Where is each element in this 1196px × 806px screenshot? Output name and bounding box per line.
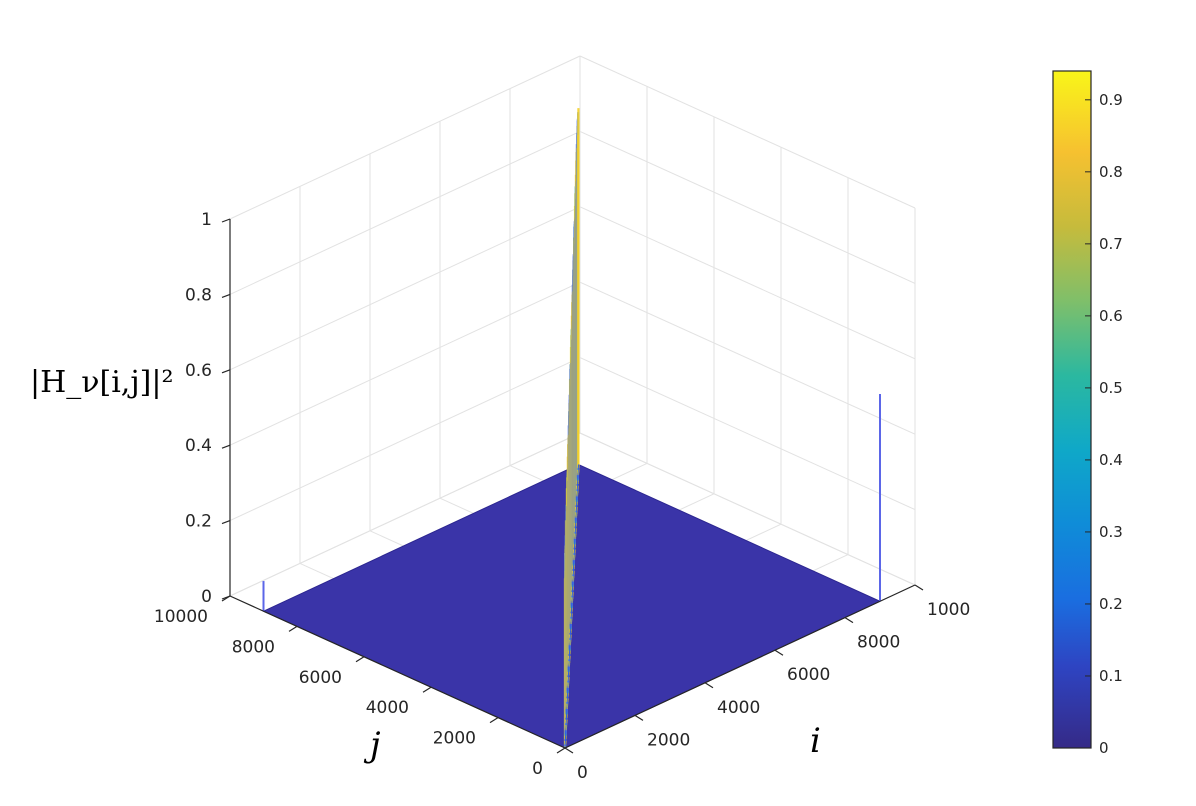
- z-tick-label: 1: [201, 210, 212, 230]
- colorbar-tick-label: 0.8: [1099, 163, 1123, 181]
- x-tick-mark: [844, 617, 854, 624]
- y-tick-label: 2000: [433, 729, 476, 749]
- grid-line: [579, 432, 916, 586]
- y-tick-label: 10000: [154, 607, 208, 627]
- z-tick-mark: [221, 520, 231, 525]
- y-tick-mark: [489, 717, 499, 724]
- x-tick-label: 2000: [647, 730, 690, 750]
- grid-line: [579, 357, 916, 511]
- colorbar-tick-label: 0.9: [1099, 91, 1123, 109]
- corner-spikes: [262, 393, 881, 612]
- grid-line: [229, 206, 581, 371]
- grid-line: [579, 281, 916, 435]
- y-tick-label: 6000: [299, 668, 342, 688]
- y-tick-mark: [422, 686, 432, 693]
- x-tick-label: 0: [577, 763, 588, 783]
- y-axis-label: j: [363, 725, 381, 765]
- x-tick-label: 4000: [717, 698, 760, 718]
- y-tick-mark: [221, 595, 231, 602]
- x-tick-mark: [634, 714, 644, 721]
- grid-line: [229, 432, 581, 597]
- colorbar-tick-label: 0.7: [1099, 235, 1123, 253]
- colorbar-tick-label: 0.1: [1099, 667, 1123, 685]
- colorbar-tick-label: 0: [1099, 739, 1109, 757]
- colorbar-tick-label: 0.5: [1099, 379, 1123, 397]
- z-tick-label: 0: [201, 587, 212, 607]
- y-tick-mark: [288, 625, 298, 632]
- tick-labels: 00.20.40.60.8102000400060008000100002000…: [154, 210, 970, 783]
- diagonal-ridge: [563, 108, 580, 749]
- y-axis-line: [229, 595, 566, 749]
- ridge-base: [564, 464, 579, 749]
- z-tick-mark: [221, 444, 231, 449]
- y-tick-mark: [556, 747, 566, 754]
- z-tick-mark: [221, 369, 231, 374]
- colorbar-tick-label: 0.3: [1099, 523, 1123, 541]
- x-tick-label: 6000: [787, 665, 830, 685]
- x-tick-label: 1000: [927, 600, 970, 620]
- z-tick-mark: [221, 293, 231, 298]
- colorbar-tick-label: 0.6: [1099, 307, 1123, 325]
- z-tick-label: 0.6: [185, 361, 212, 381]
- z-tick-mark: [221, 218, 231, 223]
- grid-line: [229, 281, 581, 446]
- x-tick-mark: [564, 747, 574, 754]
- x-axis-label: i: [810, 721, 821, 761]
- axes: [229, 219, 916, 749]
- colorbar-tick-label: 0.4: [1099, 451, 1123, 469]
- y-tick-label: 0: [532, 759, 543, 779]
- grid-line: [579, 55, 916, 209]
- x-tick-mark: [704, 682, 714, 689]
- colorbar-tick-label: 0.2: [1099, 595, 1123, 613]
- z-tick-label: 0.2: [185, 512, 212, 532]
- grid-line: [229, 130, 581, 295]
- z-tick-label: 0.8: [185, 285, 212, 305]
- y-tick-mark: [355, 656, 365, 663]
- z-tick-label: 0.4: [185, 436, 212, 456]
- grid-line: [229, 357, 581, 522]
- x-tick-label: 8000: [857, 633, 900, 653]
- grid-line: [229, 55, 581, 220]
- colorbar: 0 0.1 0.2 0.3 0.4 0.5 0.6 0.7 0.8 0.9: [1052, 70, 1123, 757]
- z-axis-label: |H_ν[i,j]|²: [30, 365, 173, 400]
- x-tick-mark: [914, 584, 924, 591]
- y-tick-label: 4000: [366, 698, 409, 718]
- colorbar-gradient: [1052, 70, 1092, 749]
- grid-line: [579, 130, 916, 284]
- x-tick-mark: [774, 649, 784, 656]
- grid-line: [579, 206, 916, 360]
- y-tick-label: 8000: [232, 637, 275, 657]
- x-axis-line: [564, 584, 916, 749]
